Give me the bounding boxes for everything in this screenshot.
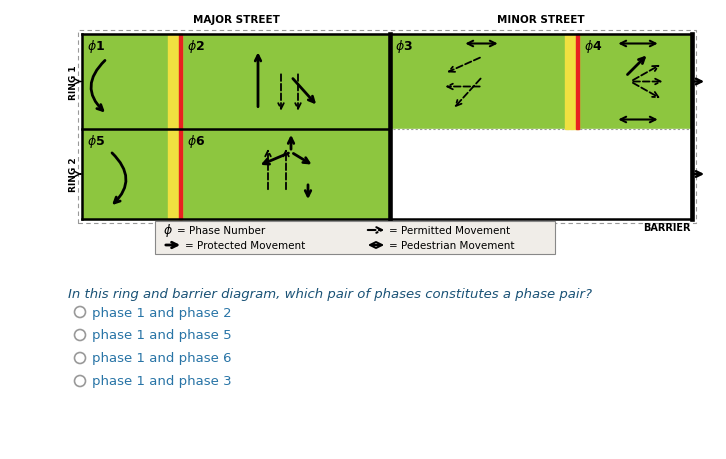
- Bar: [168, 35, 182, 130]
- Text: MAJOR STREET: MAJOR STREET: [192, 15, 280, 25]
- Bar: [576, 35, 579, 130]
- Text: BARRIER: BARRIER: [643, 223, 691, 233]
- Bar: [390, 35, 692, 130]
- Text: = Phase Number: = Phase Number: [177, 225, 265, 235]
- Bar: [155, 222, 555, 254]
- Bar: [179, 130, 182, 219]
- Text: $\phi$3: $\phi$3: [395, 38, 413, 55]
- Text: In this ring and barrier diagram, which pair of phases constitutes a phase pair?: In this ring and barrier diagram, which …: [68, 287, 592, 300]
- Text: $\phi$1: $\phi$1: [87, 38, 105, 55]
- Text: $\phi$: $\phi$: [163, 222, 173, 239]
- Text: phase 1 and phase 6: phase 1 and phase 6: [92, 352, 232, 365]
- Text: = Protected Movement: = Protected Movement: [185, 241, 305, 251]
- Text: phase 1 and phase 5: phase 1 and phase 5: [92, 329, 232, 342]
- Text: RING 2: RING 2: [70, 157, 78, 192]
- Text: phase 1 and phase 3: phase 1 and phase 3: [92, 375, 232, 388]
- Text: = Permitted Movement: = Permitted Movement: [389, 225, 510, 235]
- Bar: [390, 130, 692, 219]
- Text: $\phi$4: $\phi$4: [584, 38, 603, 55]
- Text: RING 1: RING 1: [70, 65, 78, 100]
- Text: MINOR STREET: MINOR STREET: [497, 15, 585, 25]
- Bar: [565, 35, 579, 130]
- Bar: [82, 35, 390, 130]
- Text: = Pedestrian Movement: = Pedestrian Movement: [389, 241, 515, 251]
- Text: phase 1 and phase 2: phase 1 and phase 2: [92, 306, 232, 319]
- Text: $\phi$6: $\phi$6: [187, 133, 205, 150]
- Text: BARRIER: BARRIER: [341, 223, 389, 233]
- Bar: [179, 35, 182, 130]
- Bar: [82, 130, 390, 219]
- Text: $\phi$5: $\phi$5: [87, 133, 105, 150]
- Text: $\phi$2: $\phi$2: [187, 38, 205, 55]
- Bar: [168, 130, 182, 219]
